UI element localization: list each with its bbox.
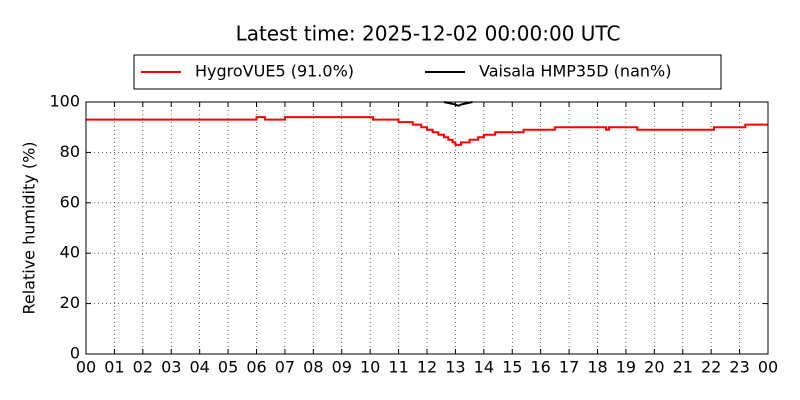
x-tick-label: 20	[644, 358, 664, 377]
x-tick-label: 03	[161, 358, 181, 377]
x-tick-label: 14	[474, 358, 494, 377]
y-tick-label: 80	[60, 142, 80, 161]
x-tick-label: 04	[189, 358, 209, 377]
x-tick-label: 17	[559, 358, 579, 377]
x-tick-label: 11	[388, 358, 408, 377]
x-tick-label: 18	[587, 358, 607, 377]
data-line	[443, 101, 473, 107]
x-tick-label: 10	[360, 358, 380, 377]
x-tick-label: 06	[246, 358, 266, 377]
y-tick-label: 20	[60, 293, 80, 312]
x-tick-label: 15	[502, 358, 522, 377]
x-tick-label: 00	[758, 358, 778, 377]
x-tick-label: 16	[530, 358, 550, 377]
legend: HygroVUE5 (91.0%) Vaisala HMP35D (nan%)	[133, 54, 722, 90]
x-tick-label: 07	[275, 358, 295, 377]
y-tick-label: 60	[60, 192, 80, 211]
x-tick-label: 23	[729, 358, 749, 377]
legend-label: Vaisala HMP35D (nan%)	[479, 62, 671, 81]
chart-title: Latest time: 2025-12-02 00:00:00 UTC	[236, 22, 621, 46]
data-line	[86, 116, 768, 146]
x-tick-label: 19	[616, 358, 636, 377]
x-tick-label: 01	[104, 358, 124, 377]
x-tick-label: 08	[303, 358, 323, 377]
x-tick-label: 09	[332, 358, 352, 377]
x-tick-label: 22	[701, 358, 721, 377]
x-tick-label: 13	[445, 358, 465, 377]
x-tick-label: 21	[673, 358, 693, 377]
legend-box	[133, 54, 722, 90]
x-tick-label: 12	[417, 358, 437, 377]
plot-frame	[85, 101, 769, 355]
y-tick-label: 40	[60, 243, 80, 262]
plot-area	[86, 101, 768, 146]
legend-label: HygroVUE5 (91.0%)	[195, 62, 354, 81]
x-tick-label: 02	[133, 358, 153, 377]
y-tick-label: 0	[70, 344, 80, 363]
y-tick-label: 100	[49, 92, 80, 111]
x-tick-label: 05	[218, 358, 238, 377]
y-axis-label: Relative humidity (%)	[20, 141, 39, 314]
x-tick-label: 00	[76, 358, 96, 377]
